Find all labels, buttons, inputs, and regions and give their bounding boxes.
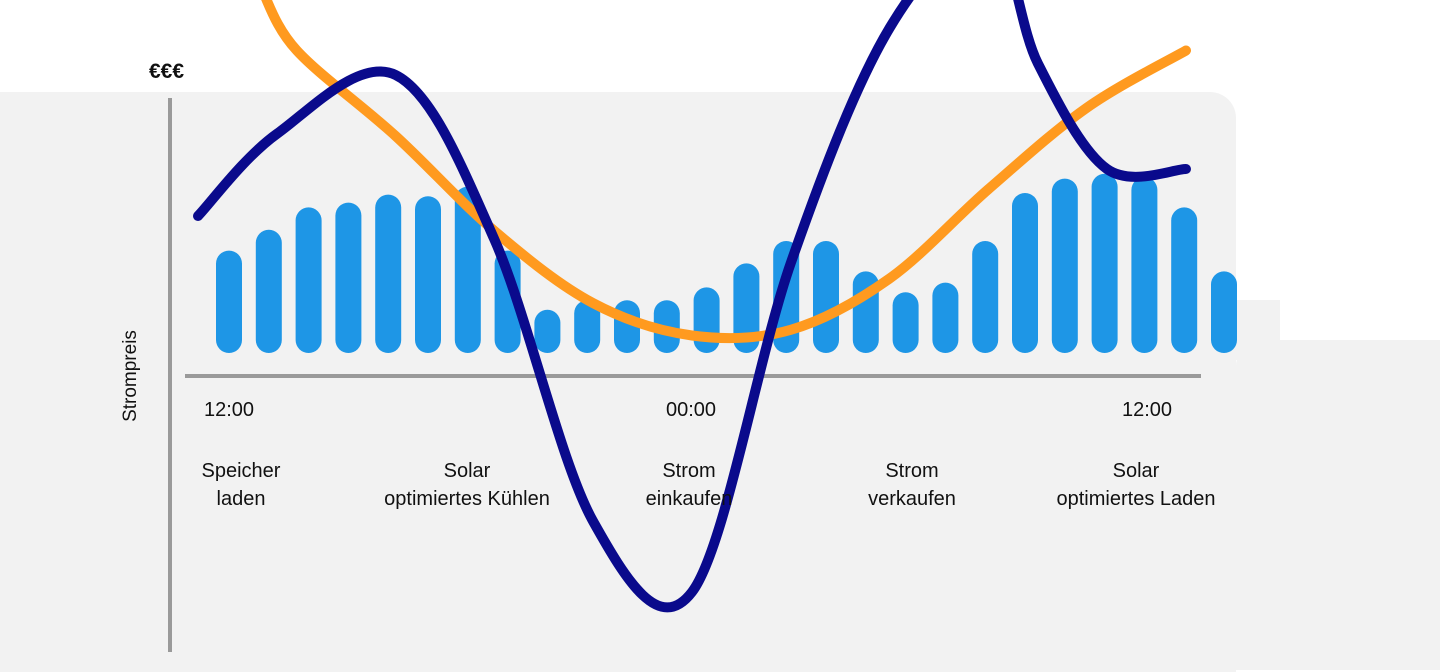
x-tick-label-midnight: 00:00 <box>665 399 717 421</box>
bar-21 <box>1051 178 1078 353</box>
bar-20 <box>1012 193 1038 353</box>
background-panel-lower-right <box>1236 340 1440 670</box>
background-panel <box>0 92 1236 672</box>
bar-9 <box>574 300 601 353</box>
bar-15 <box>813 241 839 353</box>
bar-13 <box>733 263 760 353</box>
activity-label-strom-einkaufen: Strom einkaufen <box>645 460 733 510</box>
bar-7 <box>494 250 521 353</box>
bar-18 <box>932 282 959 353</box>
currency-marker: €€€ <box>149 60 185 83</box>
bar-4 <box>375 194 402 353</box>
bar-2 <box>295 207 322 353</box>
bar-22 <box>1091 173 1118 353</box>
activity-label-solar-kuehlen: Solar optimiertes Kühlen <box>384 460 550 510</box>
activity-label-speicher-laden: Speicher laden <box>201 460 281 510</box>
x-tick-label-start: 12:00 <box>203 399 255 421</box>
activity-label-solar-laden: Solar optimiertes Laden <box>1056 460 1216 510</box>
x-tick-label-end: 12:00 <box>1121 399 1173 421</box>
bar-8 <box>534 309 561 353</box>
bar-3 <box>335 202 362 353</box>
bar-19 <box>972 241 999 353</box>
y-axis-label: Strompreis <box>120 330 141 422</box>
series-orange-line <box>261 0 1191 344</box>
bar-23 <box>1131 177 1158 353</box>
series-navy-line <box>193 0 1191 613</box>
bar-1 <box>255 229 282 353</box>
bar-0 <box>216 250 242 353</box>
activity-label-strom-verkaufen: Strom verkaufen <box>868 460 956 510</box>
bar-12 <box>693 287 720 353</box>
bar-17 <box>892 292 919 353</box>
bar-24 <box>1171 207 1198 353</box>
bar-6 <box>454 186 481 353</box>
bar-25 <box>1211 271 1237 353</box>
bar-5 <box>415 196 441 353</box>
